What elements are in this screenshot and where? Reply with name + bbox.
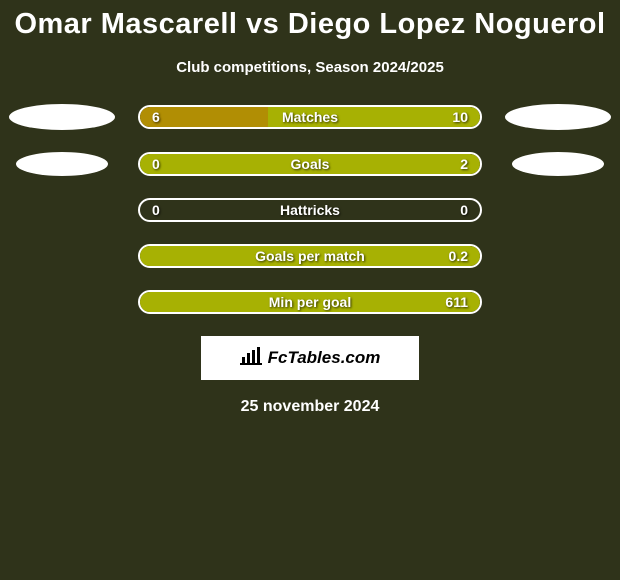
ellipse-icon — [512, 152, 604, 176]
season-subtitle: Club competitions, Season 2024/2025 — [0, 59, 620, 76]
stat-bar: Min per goal 611 — [138, 290, 482, 314]
infographic-container: Omar Mascarell vs Diego Lopez Noguerol C… — [0, 0, 620, 416]
stat-row: Goals per match 0.2 — [0, 244, 620, 268]
bar-chart-icon — [240, 347, 262, 370]
stat-value-left: 0 — [152, 202, 160, 218]
brand-box: FcTables.com — [201, 336, 419, 380]
stat-label: Goals per match — [255, 248, 365, 264]
ellipse-icon — [16, 152, 108, 176]
date-line: 25 november 2024 — [0, 398, 620, 416]
left-marker — [8, 104, 116, 130]
stat-label: Goals — [291, 156, 330, 172]
stat-row: Goals 0 2 — [0, 152, 620, 176]
stat-bar: Hattricks 0 0 — [138, 198, 482, 222]
stat-row: Hattricks 0 0 — [0, 198, 620, 222]
stat-value-right: 0.2 — [449, 248, 468, 264]
stat-bar: Goals 0 2 — [138, 152, 482, 176]
stat-bar: Matches 6 10 — [138, 105, 482, 129]
stat-label: Matches — [282, 109, 338, 125]
comparison-title: Omar Mascarell vs Diego Lopez Noguerol — [0, 8, 620, 41]
right-marker — [504, 104, 612, 130]
brand-text: FcTables.com — [240, 347, 381, 370]
ellipse-icon — [9, 104, 115, 130]
stat-label: Min per goal — [269, 294, 351, 310]
brand-label: FcTables.com — [268, 348, 381, 368]
stat-row: Min per goal 611 — [0, 290, 620, 314]
stat-row: Matches 6 10 — [0, 104, 620, 130]
stat-label: Hattricks — [280, 202, 340, 218]
stat-value-left: 0 — [152, 156, 160, 172]
stat-value-right: 611 — [445, 294, 468, 310]
ellipse-icon — [505, 104, 611, 130]
stat-bar: Goals per match 0.2 — [138, 244, 482, 268]
bars-host: Matches 6 10 Goals 0 2 Hattricks 0 0 Goals per ma… — [0, 104, 620, 314]
stat-value-left: 6 — [152, 109, 160, 125]
stat-value-right: 0 — [460, 202, 468, 218]
left-marker — [8, 152, 116, 176]
stat-value-right: 10 — [452, 109, 468, 125]
stat-value-right: 2 — [460, 156, 468, 172]
right-marker — [504, 152, 612, 176]
